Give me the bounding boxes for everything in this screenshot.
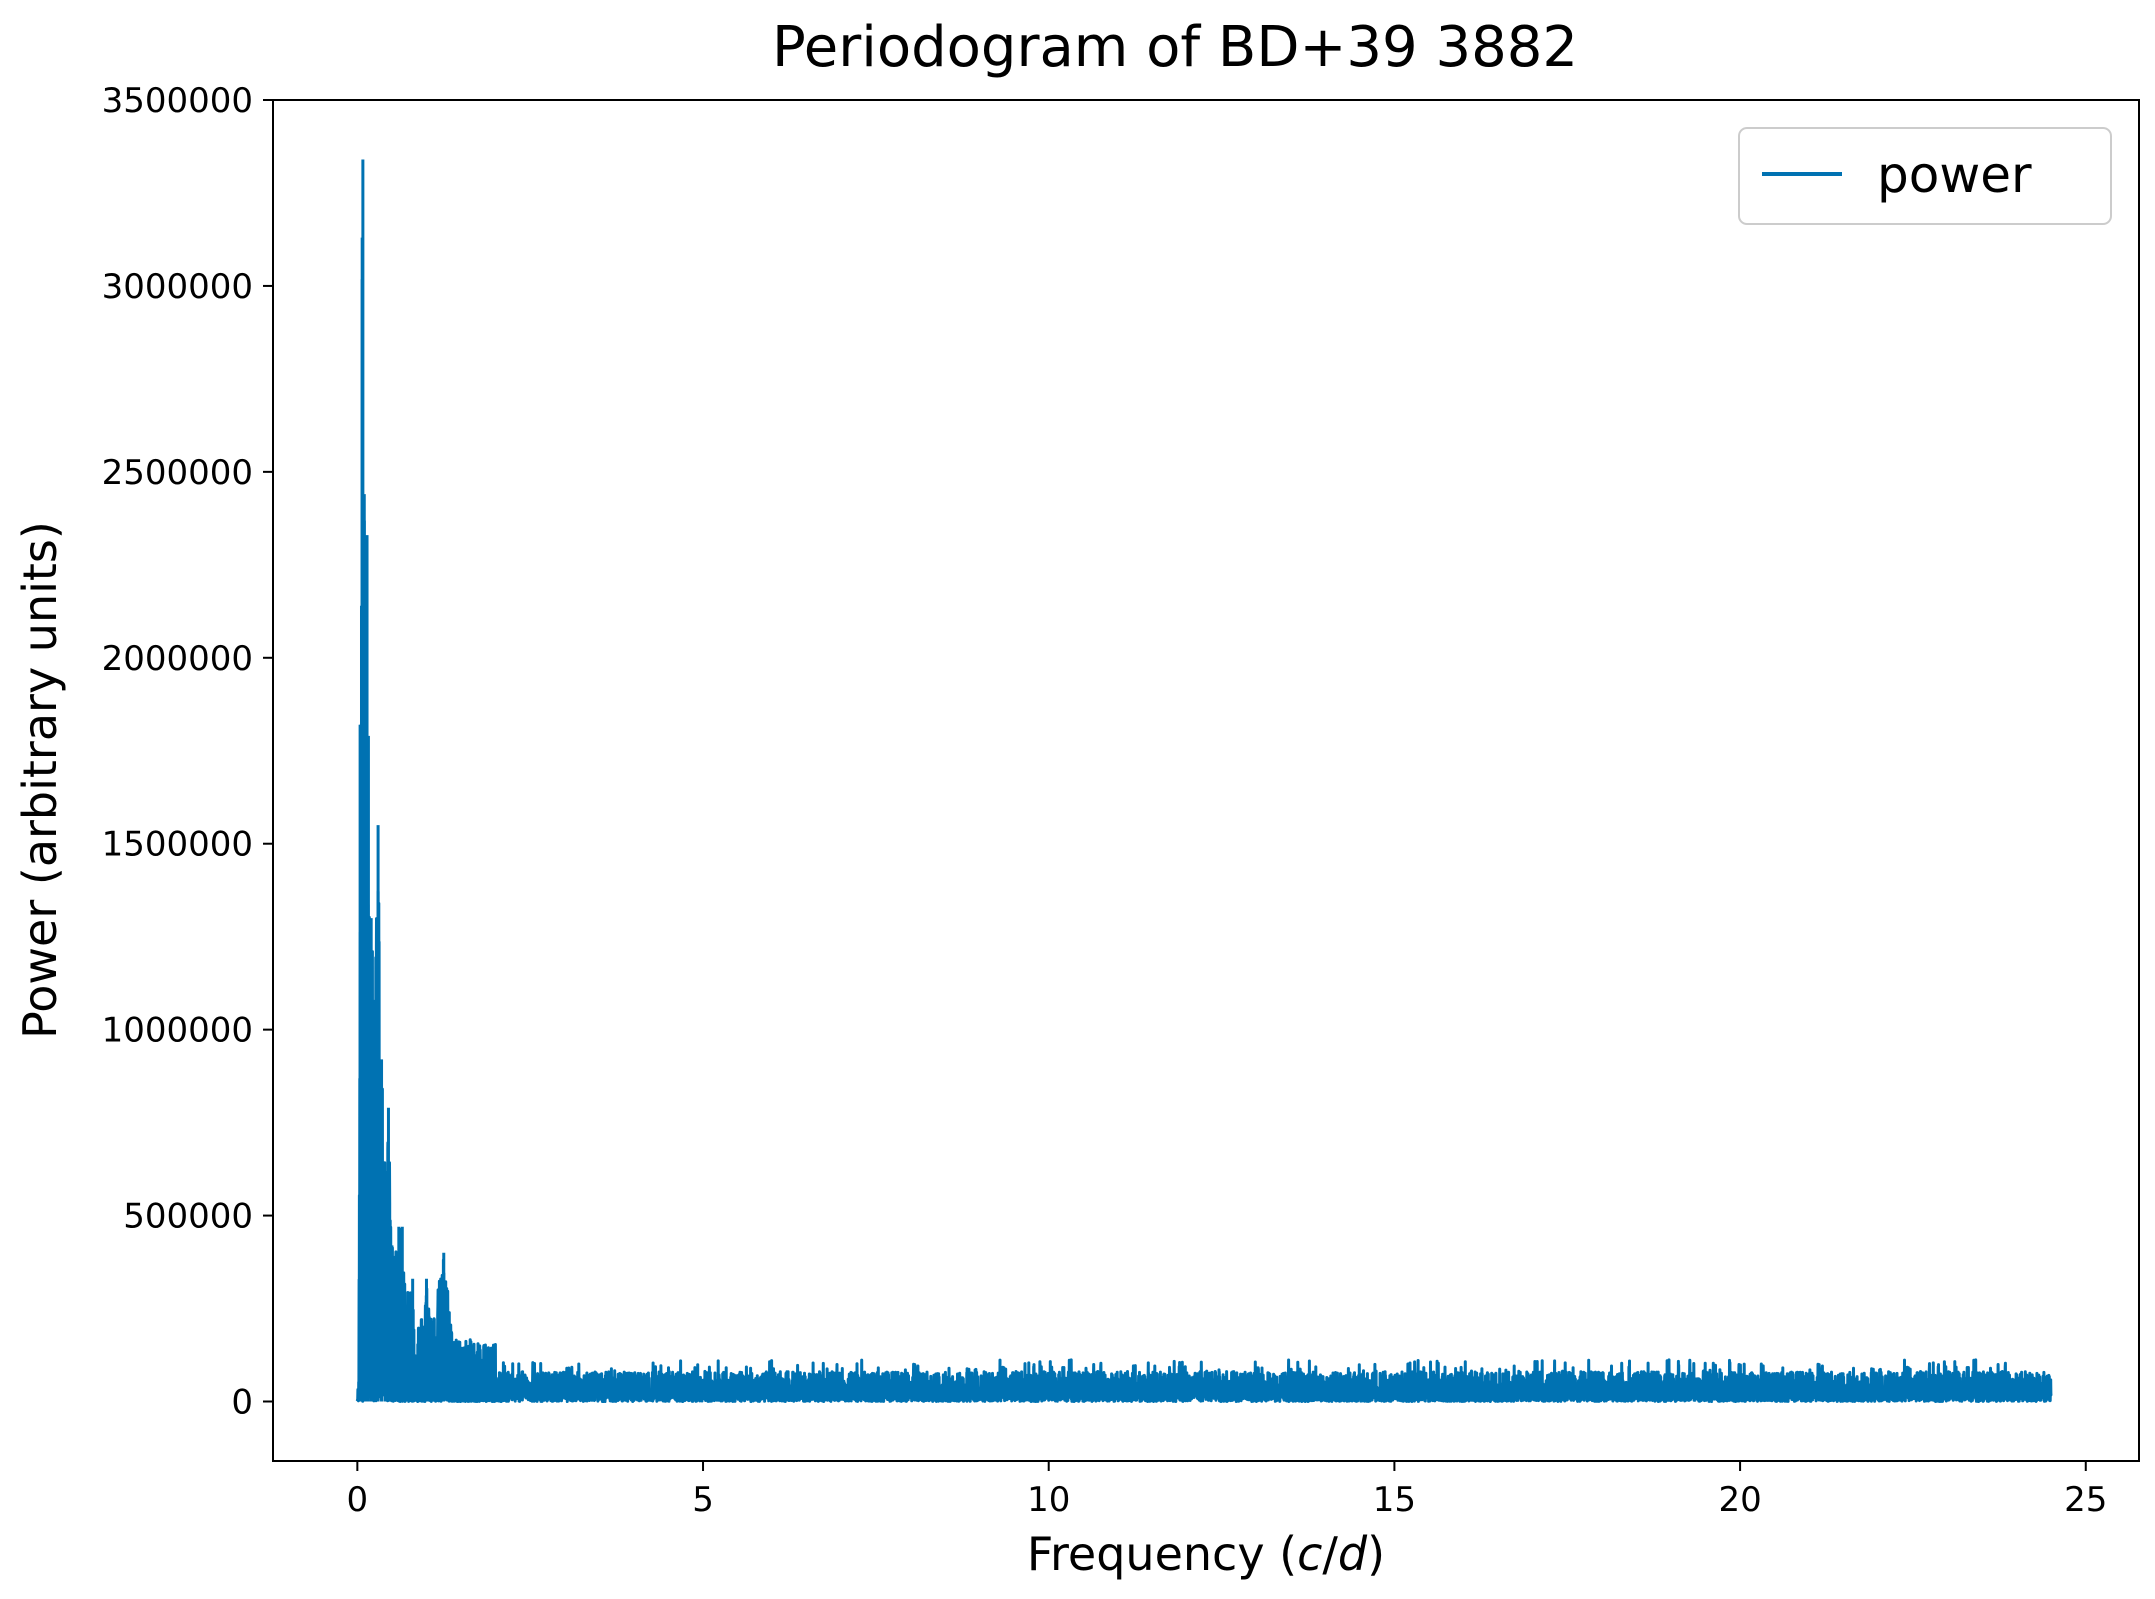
- y-tick-label: 0: [231, 1383, 253, 1423]
- y-axis-ticks: 0 500000 1000000 1500000 2000000 2500000 30000…: [102, 81, 273, 1423]
- x-axis-label: Frequency (c/d): [1027, 1527, 1385, 1581]
- axes-frame: [272, 99, 2140, 1462]
- x-tick-label: 20: [1718, 1480, 1761, 1520]
- y-tick-label: 3500000: [102, 81, 253, 121]
- legend-label-power: power: [1877, 146, 2032, 204]
- y-tick-label: 1500000: [102, 825, 253, 865]
- x-tick-label: 25: [2064, 1480, 2107, 1520]
- plot-area: [272, 99, 2140, 1462]
- y-tick-label: 2000000: [102, 639, 253, 679]
- legend: power: [1738, 127, 2112, 225]
- y-tick-label: 3000000: [102, 267, 253, 307]
- legend-box: [1738, 127, 2112, 225]
- y-tick-label: 1000000: [102, 1011, 253, 1051]
- x-tick-label: 10: [1027, 1480, 1070, 1520]
- y-axis-label: Power (arbitrary units): [13, 521, 67, 1039]
- y-tick-label: 500000: [123, 1197, 253, 1237]
- x-tick-label: 15: [1373, 1480, 1416, 1520]
- x-tick-label: 5: [692, 1480, 714, 1520]
- series-line-power: [355, 278, 2053, 1403]
- y-tick-label: 2500000: [102, 453, 253, 493]
- x-axis-ticks: 0 5 10 15 20 25: [347, 1461, 2107, 1520]
- chart-title: Periodogram of BD+39 3882: [772, 15, 1578, 80]
- series-power: [355, 159, 2053, 1403]
- x-tick-label: 0: [347, 1480, 369, 1520]
